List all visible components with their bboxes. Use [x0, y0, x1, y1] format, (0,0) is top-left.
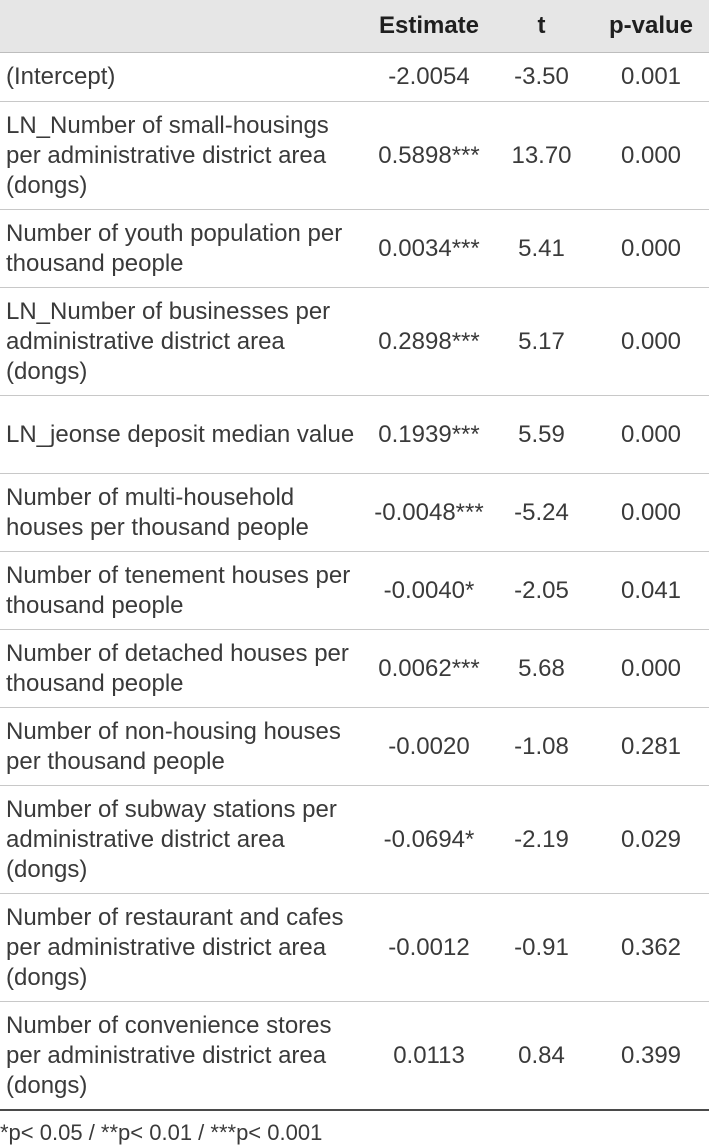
- header-variable: [0, 0, 368, 53]
- estimate-cell: -0.0020: [368, 707, 490, 786]
- p-value-cell: 0.362: [593, 893, 709, 1002]
- variable-cell: Number of restaurant and cafes per admin…: [0, 893, 368, 1002]
- p-value-cell: 0.000: [593, 473, 709, 552]
- t-cell: -2.05: [490, 551, 593, 630]
- estimate-cell: 0.5898***: [368, 101, 490, 210]
- header-t: t: [490, 0, 593, 53]
- t-cell: -1.08: [490, 707, 593, 786]
- table-row: Number of detached houses per thousand p…: [0, 629, 709, 708]
- table-row: LN_Number of businesses per administrati…: [0, 287, 709, 396]
- table-row: Number of multi-household houses per tho…: [0, 473, 709, 552]
- table-row: Number of youth population per thousand …: [0, 209, 709, 288]
- p-value-cell: 0.041: [593, 551, 709, 630]
- t-cell: 0.84: [490, 1001, 593, 1111]
- p-value-cell: 0.000: [593, 629, 709, 708]
- p-value-cell: 0.001: [593, 52, 709, 102]
- t-cell: -0.91: [490, 893, 593, 1002]
- variable-cell: Number of youth population per thousand …: [0, 209, 368, 288]
- estimate-cell: 0.0113: [368, 1001, 490, 1111]
- estimate-cell: -2.0054: [368, 52, 490, 102]
- variable-cell: Number of subway stations per administra…: [0, 785, 368, 894]
- variable-cell: LN_jeonse deposit median value: [0, 395, 368, 474]
- table-row: LN_Number of small-housings per administ…: [0, 101, 709, 210]
- estimate-cell: -0.0040*: [368, 551, 490, 630]
- estimate-cell: 0.0062***: [368, 629, 490, 708]
- regression-table: Estimate t p-value (Intercept) -2.0054 -…: [0, 0, 709, 1111]
- table-row: Number of convenience stores per adminis…: [0, 1001, 709, 1111]
- variable-cell: LN_Number of businesses per administrati…: [0, 287, 368, 396]
- p-value-cell: 0.399: [593, 1001, 709, 1111]
- header-estimate: Estimate: [368, 0, 490, 53]
- variable-cell: LN_Number of small-housings per administ…: [0, 101, 368, 210]
- estimate-cell: 0.2898***: [368, 287, 490, 396]
- variable-cell: (Intercept): [0, 52, 368, 102]
- t-cell: 5.41: [490, 209, 593, 288]
- estimate-cell: -0.0694*: [368, 785, 490, 894]
- t-cell: 13.70: [490, 101, 593, 210]
- variable-cell: Number of detached houses per thousand p…: [0, 629, 368, 708]
- table-row: Number of subway stations per administra…: [0, 785, 709, 894]
- p-value-cell: 0.000: [593, 395, 709, 474]
- estimate-cell: -0.0012: [368, 893, 490, 1002]
- p-value-cell: 0.000: [593, 209, 709, 288]
- t-cell: -2.19: [490, 785, 593, 894]
- t-cell: -5.24: [490, 473, 593, 552]
- estimate-cell: -0.0048***: [368, 473, 490, 552]
- p-value-cell: 0.029: [593, 785, 709, 894]
- variable-cell: Number of convenience stores per adminis…: [0, 1001, 368, 1111]
- estimate-cell: 0.1939***: [368, 395, 490, 474]
- p-value-cell: 0.281: [593, 707, 709, 786]
- estimate-cell: 0.0034***: [368, 209, 490, 288]
- p-value-cell: 0.000: [593, 101, 709, 210]
- variable-cell: Number of tenement houses per thousand p…: [0, 551, 368, 630]
- table-header-row: Estimate t p-value: [0, 0, 709, 53]
- p-value-cell: 0.000: [593, 287, 709, 396]
- t-cell: 5.68: [490, 629, 593, 708]
- significance-footnote: *p< 0.05 / **p< 0.01 / ***p< 0.001: [0, 1120, 323, 1145]
- t-cell: 5.59: [490, 395, 593, 474]
- table-row: LN_jeonse deposit median value 0.1939***…: [0, 395, 709, 474]
- table-row: (Intercept) -2.0054 -3.50 0.001: [0, 52, 709, 102]
- t-cell: -3.50: [490, 52, 593, 102]
- variable-cell: Number of multi-household houses per tho…: [0, 473, 368, 552]
- variable-cell: Number of non-housing houses per thousan…: [0, 707, 368, 786]
- header-p-value: p-value: [593, 0, 709, 53]
- t-cell: 5.17: [490, 287, 593, 396]
- table-row: Number of non-housing houses per thousan…: [0, 707, 709, 786]
- table-row: Number of tenement houses per thousand p…: [0, 551, 709, 630]
- table-row: Number of restaurant and cafes per admin…: [0, 893, 709, 1002]
